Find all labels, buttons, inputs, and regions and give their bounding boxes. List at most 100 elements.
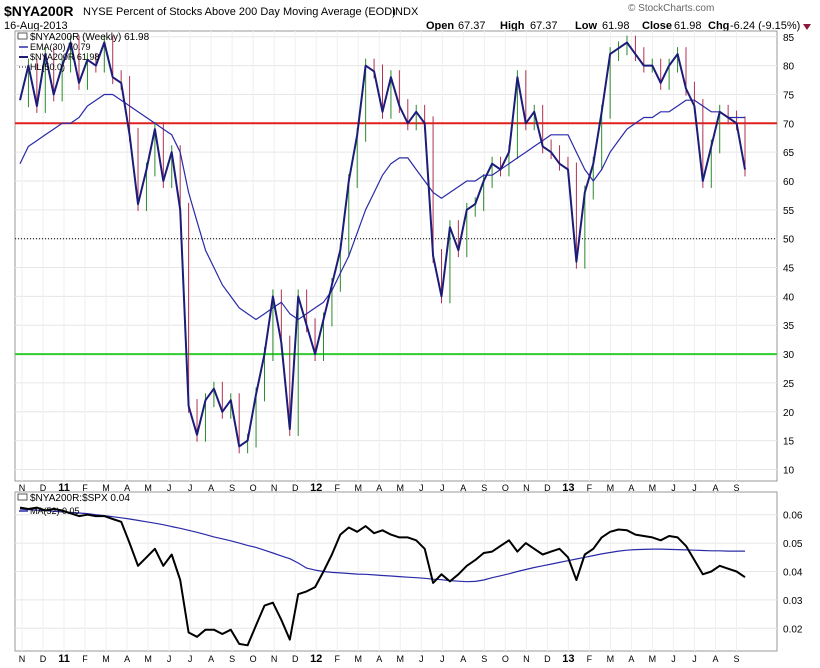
- chg-label: Chg: [708, 20, 729, 32]
- ratio-x-tick-label: M: [397, 654, 405, 664]
- main-legend: $NYA200R (Weekly) 61.98 EMA(30) 70.79 $N…: [17, 32, 150, 72]
- down-triangle-icon: [803, 24, 811, 30]
- main-x-tick-label: M: [144, 483, 152, 493]
- ratio-x-tick-label: N: [523, 654, 530, 664]
- ratio-x-tick-label: A: [460, 654, 466, 664]
- ratio-x-tick-label: A: [628, 654, 634, 664]
- ratio-x-axis: N D 11 F M A M J J A S O N D 12 F M A M J J A S O N D 13 F M A M J J A S: [19, 653, 740, 665]
- header-symbol: $NYA200R: [4, 3, 74, 19]
- main-x-tick-label: M: [607, 483, 615, 493]
- main-y-tick-label: 80: [783, 62, 795, 73]
- legend-bar-swatch: [17, 32, 28, 40]
- close-value: 61.98: [674, 20, 702, 32]
- legend-weekly: $NYA200R (Weekly) 61.98: [30, 32, 150, 43]
- main-x-tick-label: A: [376, 483, 382, 493]
- ratio-x-tick-label: M: [354, 654, 362, 664]
- ratio-legend: $NYA200R:$SPX 0.04 MA(52) 0.05: [17, 493, 130, 516]
- ratio-x-tick-label: A: [124, 654, 130, 664]
- main-x-tick-label: 12: [310, 482, 322, 494]
- main-x-tick-label: J: [419, 483, 424, 493]
- main-x-tick-label: O: [502, 483, 509, 493]
- ratio-x-tick-label: F: [587, 654, 593, 664]
- high-label: High: [500, 20, 525, 32]
- main-y-tick-label: 55: [783, 206, 795, 217]
- ratio-series-lines: [19, 506, 746, 647]
- main-y-tick-label: 20: [783, 408, 795, 419]
- ratio-x-tick-label: S: [481, 654, 487, 664]
- close-label: Close: [642, 20, 672, 32]
- ratio-x-tick-label: J: [440, 654, 445, 664]
- main-x-tick-label: J: [167, 483, 172, 493]
- price-line: [19, 41, 746, 448]
- open-label: Open: [426, 20, 454, 32]
- high-value: 67.37: [530, 20, 558, 32]
- main-y-tick-label: 85: [783, 33, 795, 44]
- ratio-y-tick-label: 0.03: [783, 596, 803, 607]
- legend-hl: HL(50.0): [30, 62, 65, 72]
- ratio-x-tick-label: M: [607, 654, 615, 664]
- main-x-tick-label: J: [188, 483, 193, 493]
- open-value: 67.37: [458, 20, 486, 32]
- main-x-tick-label: A: [628, 483, 634, 493]
- main-x-tick-label: F: [587, 483, 593, 493]
- ratio-y-tick-label: 0.06: [783, 511, 803, 522]
- main-x-tick-label: N: [19, 483, 26, 493]
- main-y-tick-label: 10: [783, 465, 795, 476]
- main-y-axis: 85 80 75 70 65 60 55 50 45 40 35 30 25 20 15 10: [783, 33, 795, 477]
- main-x-tick-label: D: [544, 483, 551, 493]
- ratio-x-tick-label: A: [208, 654, 214, 664]
- main-series-lines: [19, 41, 746, 448]
- ratio-x-tick-label: 13: [562, 653, 574, 665]
- ratio-x-tick-label: F: [334, 654, 340, 664]
- ratio-x-tick-label: J: [419, 654, 424, 664]
- main-y-tick-label: 60: [783, 177, 795, 188]
- main-x-tick-label: S: [481, 483, 487, 493]
- ratio-x-tick-label: A: [376, 654, 382, 664]
- main-y-tick-label: 35: [783, 321, 795, 332]
- ratio-x-tick-label: N: [19, 654, 26, 664]
- ratio-x-tick-label: D: [544, 654, 551, 664]
- main-y-tick-label: 45: [783, 264, 795, 275]
- main-x-axis: N D 11 F M A M J J A S O N D 12 F M A M J J A S O N D 13 F M A M J J A S: [19, 482, 740, 494]
- main-x-tick-label: 11: [58, 482, 70, 494]
- ratio-x-tick-label: M: [144, 654, 152, 664]
- main-x-tick-label: F: [334, 483, 340, 493]
- ratio-x-tick-label: F: [82, 654, 88, 664]
- ratio-y-tick-label: 0.04: [783, 568, 803, 579]
- ratio-x-tick-label: A: [712, 654, 718, 664]
- ratio-y-tick-label: 0.05: [783, 539, 803, 550]
- ratio-line: [19, 506, 746, 647]
- legend-price: $NYA200R 61.98: [30, 52, 99, 62]
- ma52-line: [19, 508, 745, 583]
- main-y-tick-label: 65: [783, 148, 795, 159]
- legend-ma52: MA(52) 0.05: [30, 506, 80, 516]
- header-date: 16-Aug-2013: [4, 20, 68, 32]
- main-x-tick-label: J: [692, 483, 697, 493]
- low-label: Low: [575, 20, 597, 32]
- ratio-x-tick-label: M: [649, 654, 657, 664]
- main-x-tick-label: M: [354, 483, 362, 493]
- ema30-line: [19, 93, 745, 321]
- ratio-x-tick-label: S: [229, 654, 235, 664]
- low-value: 61.98: [602, 20, 630, 32]
- main-x-tick-label: A: [460, 483, 466, 493]
- main-x-tick-label: D: [40, 483, 47, 493]
- main-x-tick-label: N: [271, 483, 278, 493]
- main-y-tick-label: 70: [783, 119, 795, 130]
- main-x-tick-label: O: [250, 483, 257, 493]
- main-x-tick-label: M: [102, 483, 110, 493]
- main-y-tick-label: 40: [783, 292, 795, 303]
- ratio-x-tick-label: S: [733, 654, 739, 664]
- main-x-tick-label: J: [671, 483, 676, 493]
- ratio-x-tick-label: N: [271, 654, 278, 664]
- main-panel-frame: [14, 30, 778, 482]
- main-x-tick-label: F: [82, 483, 88, 493]
- main-x-tick-label: M: [397, 483, 405, 493]
- main-y-tick-label: 25: [783, 379, 795, 390]
- ratio-x-tick-label: 12: [310, 653, 322, 665]
- ratio-grid: [15, 492, 777, 651]
- ratio-x-tick-label: J: [692, 654, 697, 664]
- main-x-tick-label: M: [649, 483, 657, 493]
